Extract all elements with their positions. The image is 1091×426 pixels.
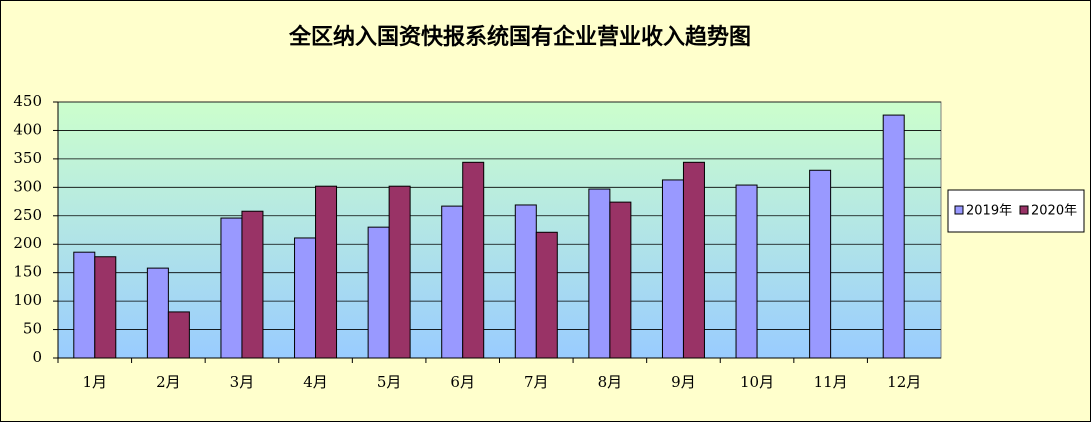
bar [682,161,705,359]
x-tick-label: 12月 [887,373,921,391]
chart-title: 全区纳入国资快报系统国有企业营业收入趋势图 [288,24,751,50]
bar [241,210,264,359]
y-tick-label: 300 [13,177,42,195]
bar [462,161,485,359]
x-tick-label: 9月 [671,373,696,391]
bar [220,217,243,359]
legend-label: 2020年 [1031,204,1077,219]
bar [441,205,464,359]
bar [661,179,684,359]
legend [947,189,1085,233]
bar [294,237,317,359]
x-tick-label: 1月 [83,373,108,391]
bar [146,267,169,359]
legend-label: 2019年 [966,204,1012,219]
y-tick-label: 200 [13,234,42,252]
y-tick-label: 250 [13,206,42,224]
x-tick-label: 7月 [524,373,549,391]
bar [167,311,190,359]
bar [367,226,390,359]
bar [809,169,832,359]
y-tick-label: 0 [32,348,42,366]
plot-area [57,101,942,359]
y-tick-label: 50 [23,320,42,338]
x-tick-label: 8月 [598,373,623,391]
x-tick-label: 2月 [156,373,181,391]
bar [535,231,558,359]
y-tick-label: 400 [13,120,42,138]
bar [73,251,96,359]
bar [94,256,117,359]
bar [514,204,537,359]
legend-swatch [954,205,964,215]
x-tick-label: 4月 [303,373,328,391]
bar [588,188,611,359]
x-tick-label: 3月 [230,373,255,391]
bar [609,201,632,359]
legend-swatch [1019,205,1029,215]
bar [315,185,338,359]
x-tick-label: 5月 [377,373,402,391]
x-tick-label: 11月 [814,373,848,391]
y-tick-label: 450 [13,92,42,110]
y-tick-label: 100 [13,291,42,309]
y-tick-label: 150 [13,263,42,281]
bar [388,185,411,359]
bar [735,184,758,359]
x-tick-label: 6月 [450,373,475,391]
y-tick-label: 350 [13,149,42,167]
bar [882,114,905,359]
x-tick-label: 10月 [740,373,774,391]
